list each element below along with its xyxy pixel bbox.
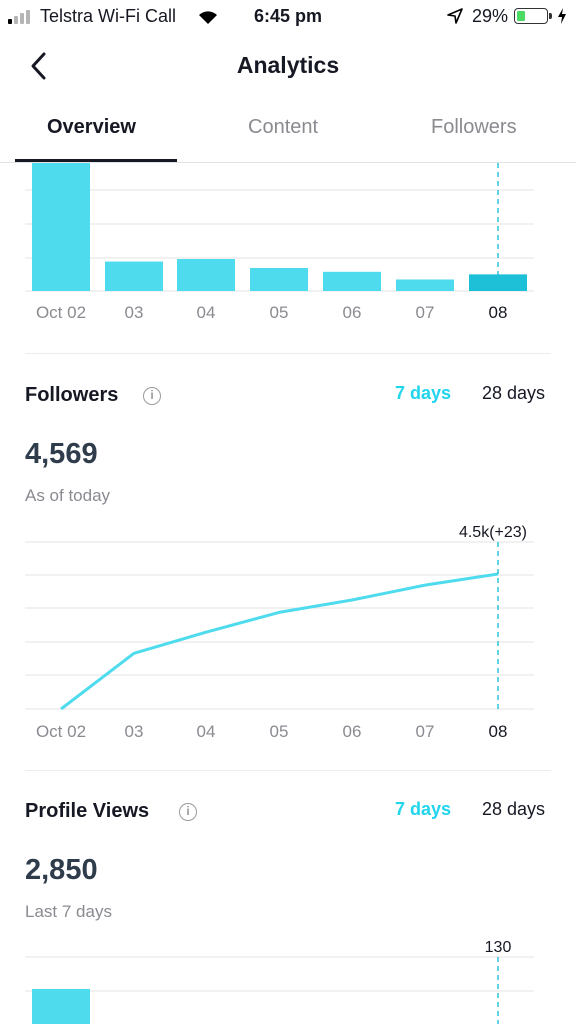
carrier-name: Telstra Wi-Fi Call — [40, 6, 177, 26]
profile-views-tooltip: 130 — [485, 939, 512, 956]
tab-overview[interactable]: Overview — [47, 116, 136, 138]
back-arrow-icon[interactable] — [22, 48, 58, 84]
profile-views-range-28-days[interactable]: 28 days — [482, 799, 546, 819]
followers-tooltip: 4.5k(+23) — [459, 524, 527, 541]
followers-range-7-days[interactable]: 7 days — [395, 383, 452, 403]
x-tick-label: 07 — [416, 303, 435, 322]
page-title: Analytics — [236, 52, 340, 78]
followers-title: Followers — [25, 384, 119, 406]
section-divider — [25, 770, 551, 771]
x-tick-label: 06 — [343, 722, 362, 741]
x-tick-label: 05 — [270, 303, 289, 322]
section-divider — [25, 353, 551, 354]
wifi-icon — [199, 11, 217, 24]
x-tick-label: 07 — [416, 722, 435, 741]
status-bar: Telstra Wi-Fi Call 6:45 pm 29% — [0, 0, 576, 34]
bar — [32, 989, 90, 1024]
tab-followers[interactable]: Followers — [431, 116, 517, 138]
signal-strength-icon — [8, 10, 30, 24]
battery-percentage: 29% — [472, 6, 509, 26]
x-tick-label: Oct 02 — [36, 303, 86, 322]
bar — [323, 271, 381, 291]
info-icon[interactable]: i — [179, 803, 197, 821]
tab-content[interactable]: Content — [248, 116, 319, 138]
battery-icon — [514, 8, 552, 24]
x-tick-label: 05 — [270, 722, 289, 741]
bar — [105, 261, 163, 291]
bar — [177, 259, 235, 291]
profile-views-count: 2,850 — [25, 854, 98, 886]
tab-bar: Overview Content Followers — [0, 104, 576, 163]
info-icon[interactable]: i — [143, 387, 161, 405]
profile-views-range-7-days[interactable]: 7 days — [395, 799, 452, 819]
x-tick-label: 03 — [125, 722, 144, 741]
x-tick-label: 08 — [489, 722, 508, 741]
bar — [32, 163, 90, 291]
clock: 6:45 pm — [253, 6, 323, 26]
followers-range-28-days[interactable]: 28 days — [482, 383, 546, 403]
x-tick-label: 06 — [343, 303, 362, 322]
x-tick-label: 04 — [197, 303, 216, 322]
profile-views-bar-chart: 130 — [25, 939, 534, 1024]
charging-bolt-icon — [558, 8, 566, 24]
x-tick-label: 03 — [125, 303, 144, 322]
profile-views-caption: Last 7 days — [25, 902, 112, 921]
bar — [396, 279, 454, 291]
video-views-bar-chart: Oct 02 03 04 05 06 07 08 — [25, 163, 534, 322]
followers-count: 4,569 — [25, 438, 98, 470]
followers-caption: As of today — [25, 486, 111, 505]
x-tick-label: 04 — [197, 722, 216, 741]
location-arrow-icon — [447, 8, 463, 24]
profile-views-title: Profile Views — [25, 800, 150, 822]
x-tick-label: 08 — [489, 303, 508, 322]
bar — [250, 267, 308, 291]
active-tab-indicator — [15, 159, 177, 162]
x-tick-label: Oct 02 — [36, 722, 86, 741]
followers-line-chart: 4.5k(+23) Oct 02 03 04 05 06 07 08 — [25, 524, 534, 741]
header: Analytics — [0, 34, 576, 98]
